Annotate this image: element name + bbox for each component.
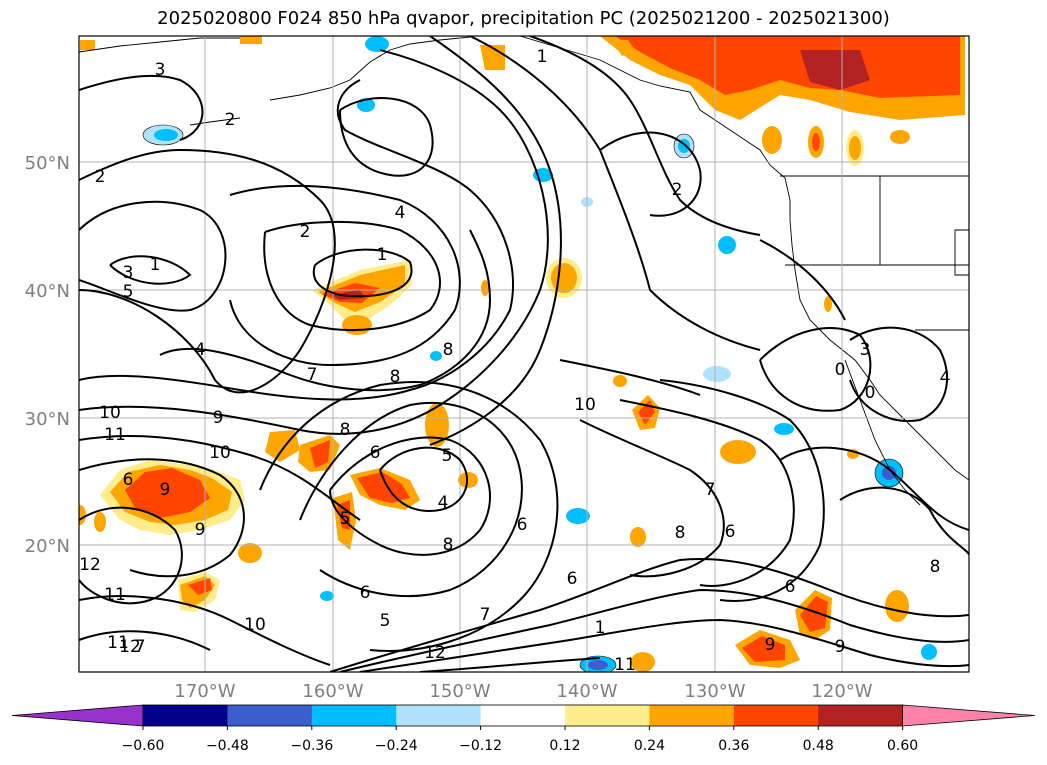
contour-label: 3 [155, 60, 166, 80]
colorbar-extend-low [11, 704, 144, 727]
contour-label: 3 [860, 340, 871, 360]
colorbar-tick-label: −0.60 [122, 738, 165, 754]
contour-label: 5 [442, 446, 453, 466]
contour-label: 9 [765, 635, 776, 655]
contour-label: 11 [107, 633, 129, 653]
contour-label: 10 [99, 403, 121, 423]
colorbar-segment [311, 705, 397, 726]
colorbar-segment [733, 705, 819, 726]
colorbar-tick-label: −0.48 [206, 738, 249, 754]
figure-title: 2025020800 F024 850 hPa qvapor, precipit… [157, 8, 890, 29]
colorbar-tick-label: −0.36 [290, 738, 333, 754]
lon-label-160w: 160°W [302, 681, 363, 702]
contour-label: 6 [360, 583, 371, 603]
contour-label: 11 [104, 585, 126, 605]
colorbar-tick-label: 0.24 [634, 738, 665, 754]
precipitation-shading [79, 36, 965, 672]
shading-outlines [142, 124, 904, 672]
colorbar-tick-label: 0.60 [887, 738, 918, 754]
lon-label-150w: 150°W [429, 681, 490, 702]
lat-label-50: 50°N [25, 153, 70, 174]
contour-label: 12 [79, 555, 101, 575]
contour-label: 9 [195, 520, 206, 540]
contour-label: 5 [380, 611, 391, 631]
colorbar-segment [649, 705, 735, 726]
colorbar-tick-label: −0.12 [459, 738, 502, 754]
contour-label: 1 [377, 245, 388, 265]
contour-label: 8 [443, 340, 454, 360]
contour-label: 2 [300, 222, 311, 242]
colorbar: −0.60 −0.48 −0.36 −0.24 −0.12 0.12 0.24 0.36 0.4… [11, 704, 1036, 754]
contour-label: 9 [213, 408, 224, 428]
graticule [79, 36, 969, 672]
contour-label: 4 [438, 493, 449, 513]
contour-label: 10 [244, 615, 266, 635]
contour-label: 2 [672, 180, 683, 200]
contour-label: 5 [340, 509, 351, 529]
contour-label: 7 [705, 480, 716, 500]
contour-label: 7 [480, 605, 491, 625]
contour-label: 11 [614, 655, 636, 675]
contour-label: 8 [390, 367, 401, 387]
lat-label-20: 20°N [25, 536, 70, 557]
colorbar-extend-high [902, 704, 1036, 727]
contour-label: 6 [517, 515, 528, 535]
contour-label: 6 [123, 470, 134, 490]
contour-label: 8 [675, 523, 686, 543]
contour-label: 10 [209, 443, 231, 463]
map-frame [78, 35, 970, 673]
contour-label: 11 [104, 425, 126, 445]
lon-label-140w: 140°W [556, 681, 617, 702]
colorbar-segment [143, 705, 228, 726]
contour-label: 8 [930, 557, 941, 577]
qvapor-contours [79, 36, 969, 672]
contour-label: 4 [395, 203, 406, 223]
contour-label: 9 [160, 480, 171, 500]
contour-label: 0 [865, 383, 876, 403]
colorbar-tick-label: −0.24 [375, 738, 418, 754]
contour-label: 1 [595, 618, 606, 638]
lat-label-40: 40°N [25, 281, 70, 302]
longitude-labels: 170°W 160°W 150°W 140°W 130°W 120°W [174, 681, 872, 702]
contour-label: 10 [574, 395, 596, 415]
contour-label: 8 [340, 420, 351, 440]
contour-label: 0 [835, 360, 846, 380]
colorbar-segment [480, 705, 566, 726]
contour-label: 4 [195, 340, 206, 360]
contour-label: 5 [123, 282, 134, 302]
contour-label: 9 [835, 637, 846, 657]
lon-label-130w: 130°W [684, 681, 745, 702]
contour-label: 2 [225, 110, 236, 130]
lon-label-120w: 120°W [811, 681, 872, 702]
contour-label: 6 [370, 443, 381, 463]
contour-label: 6 [785, 577, 796, 597]
colorbar-tick-label: 0.12 [549, 738, 580, 754]
contour-label: 1 [537, 47, 548, 67]
lat-label-30: 30°N [25, 409, 70, 430]
colorbar-segment [565, 705, 650, 726]
latitude-labels: 50°N 40°N 30°N 20°N [25, 153, 70, 557]
contour-label: 12 [424, 643, 446, 663]
contour-label: 12 [119, 637, 141, 657]
colorbar-tick-label: 0.48 [803, 738, 834, 754]
contour-label: 7 [135, 637, 146, 657]
lon-label-170w: 170°W [174, 681, 235, 702]
colorbar-tick-label: 0.36 [718, 738, 749, 754]
contour-label: 1 [150, 255, 161, 275]
colorbar-segment [396, 705, 482, 726]
contour-label: 3 [123, 263, 134, 283]
contour-label: 8 [443, 535, 454, 555]
contour-label: 2 [95, 167, 106, 187]
contour-label: 4 [940, 368, 951, 388]
contour-label: 6 [725, 522, 736, 542]
colorbar-frame [142, 704, 903, 727]
contour-label: 6 [567, 569, 578, 589]
colorbar-segment [227, 705, 313, 726]
coastlines [79, 36, 969, 506]
colorbar-segment [818, 705, 904, 726]
contour-label: 7 [307, 365, 318, 385]
